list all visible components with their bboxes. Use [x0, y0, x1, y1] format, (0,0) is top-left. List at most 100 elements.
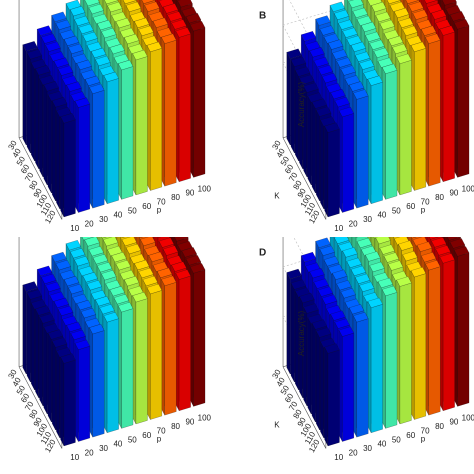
- bar-top: [64, 275, 80, 287]
- bar-top: [101, 27, 117, 39]
- bar-top: [315, 15, 331, 26]
- bar-top: [146, 283, 162, 295]
- bar-top: [68, 283, 84, 295]
- bar-top: [43, 81, 59, 92]
- bar-top: [429, 237, 439, 240]
- bar: [190, 263, 206, 407]
- bar-top: [425, 260, 441, 271]
- bar: [190, 21, 206, 178]
- bar-top: [431, 237, 447, 248]
- bar: [425, 260, 441, 416]
- bar-top: [303, 303, 319, 314]
- bar-top: [174, 237, 189, 242]
- bar-front: [399, 282, 412, 425]
- bar-top: [113, 294, 129, 305]
- bar-top: [367, 297, 383, 308]
- bar-front: [327, 128, 340, 218]
- bar-front: [164, 282, 177, 416]
- z-axis-title: Accuracy(%): [297, 81, 306, 127]
- bar-top: [118, 302, 134, 313]
- axis-line: [282, 366, 327, 449]
- bar: [396, 276, 412, 425]
- bar: [382, 63, 398, 200]
- bar-top: [37, 25, 53, 36]
- bar-side: [43, 326, 48, 415]
- x-tick-label: 50: [392, 435, 401, 444]
- bar: [89, 323, 105, 438]
- bar-front: [107, 78, 119, 204]
- bar-top: [340, 288, 356, 299]
- bar-top: [84, 237, 100, 247]
- bar-front: [193, 269, 206, 407]
- bar-top: [70, 248, 86, 259]
- bar-top: [334, 237, 350, 244]
- bar-top: [185, 13, 201, 24]
- bar-top: [92, 254, 108, 265]
- bar-top: [76, 59, 92, 70]
- bar-top: [382, 63, 398, 74]
- bar-top: [85, 75, 101, 86]
- bar-top: [352, 7, 368, 18]
- bar-top: [439, 253, 455, 264]
- bar-side: [307, 317, 312, 415]
- bar-top: [356, 237, 372, 248]
- bar: [74, 97, 90, 213]
- bar: [161, 33, 177, 187]
- bar-side: [35, 68, 39, 170]
- bar-top: [349, 304, 365, 315]
- bar-top: [65, 240, 81, 251]
- bar-top: [55, 19, 71, 30]
- bar-top: [342, 247, 358, 258]
- bar-top: [88, 3, 104, 15]
- x-axis-title: p: [421, 205, 426, 214]
- bar: [60, 353, 76, 447]
- bar-top: [388, 260, 404, 271]
- bar-side: [52, 100, 56, 202]
- bar-top: [161, 33, 177, 44]
- bar-top: [86, 280, 102, 291]
- bar-top: [171, 261, 187, 272]
- bar-top: [309, 47, 325, 58]
- bar-side: [311, 323, 316, 423]
- bar: [425, 33, 441, 187]
- bar-top: [53, 297, 69, 308]
- bar-side: [56, 110, 60, 210]
- bar-top: [332, 269, 348, 280]
- bar-top: [454, 246, 470, 257]
- bar-top: [51, 11, 67, 22]
- bar-side: [60, 116, 65, 218]
- bar-top: [449, 238, 465, 249]
- bar-top: [157, 237, 161, 238]
- bar-top: [99, 304, 115, 315]
- bar-side: [31, 302, 35, 391]
- bar-top: [58, 305, 74, 316]
- x-tick-label: 50: [128, 435, 137, 444]
- bar-top: [175, 269, 191, 280]
- bar-top: [91, 47, 107, 59]
- bar-top: [55, 259, 71, 271]
- bar-top: [405, 0, 420, 4]
- bar-front: [107, 318, 119, 433]
- bar-front: [92, 90, 105, 209]
- x-tick-label: 30: [363, 444, 372, 453]
- bar-top: [410, 267, 426, 278]
- bar-top: [425, 33, 441, 44]
- bar-side: [43, 84, 48, 186]
- bar-top: [152, 17, 168, 28]
- x-tick-label: 60: [406, 202, 415, 211]
- bar-front: [150, 48, 162, 191]
- bar-top: [163, 3, 179, 14]
- bar-top: [396, 53, 412, 64]
- bar-top: [146, 41, 162, 52]
- x-axis-title: p: [421, 434, 426, 443]
- bar-top: [118, 59, 134, 71]
- bar-top: [97, 262, 113, 273]
- bar-top: [74, 15, 90, 27]
- bar: [367, 75, 383, 204]
- bar-side: [320, 341, 324, 439]
- bar-front: [342, 113, 354, 213]
- bar-side: [60, 357, 65, 447]
- bar-top: [26, 49, 42, 60]
- bar-front: [150, 290, 162, 420]
- bar-side: [290, 60, 295, 154]
